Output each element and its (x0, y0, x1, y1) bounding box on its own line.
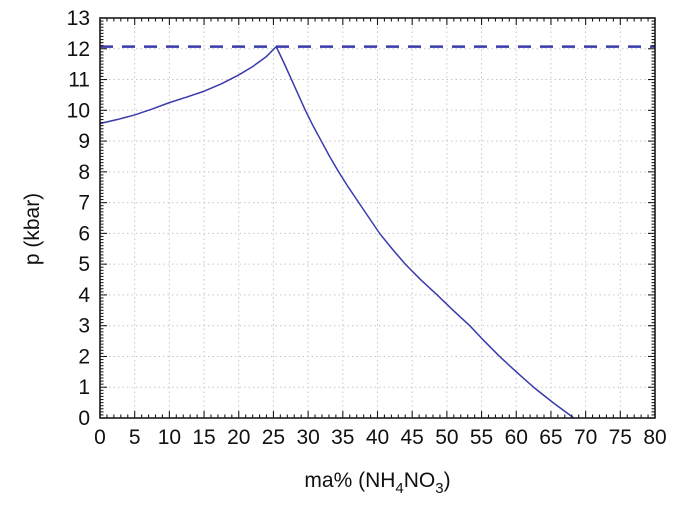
y-tick-label: 8 (78, 161, 90, 184)
x-tick-label: 60 (505, 426, 528, 449)
x-tick-label: 55 (470, 426, 493, 449)
x-tick-label: 70 (574, 426, 597, 449)
y-tick-label: 4 (78, 284, 90, 307)
y-tick-label: 10 (67, 99, 90, 122)
y-tick-label: 12 (67, 38, 90, 61)
x-axis-title: ma% (NH4NO3) (304, 469, 450, 497)
x-axis-title-subscript: 3 (435, 480, 443, 497)
y-tick-label: 13 (67, 7, 90, 30)
x-axis-title-text: ma% (NH (304, 469, 395, 492)
y-tick-label: 2 (78, 345, 90, 368)
x-tick-label: 65 (539, 426, 562, 449)
x-tick-label: 10 (158, 426, 181, 449)
x-tick-label: 50 (435, 426, 458, 449)
x-tick-label: 75 (609, 426, 632, 449)
x-tick-label: 25 (262, 426, 285, 449)
y-tick-label: 0 (78, 407, 90, 430)
x-axis-title-text: ) (444, 469, 451, 492)
x-tick-label: 35 (331, 426, 354, 449)
y-tick-label: 7 (78, 192, 90, 215)
x-tick-label: 30 (296, 426, 319, 449)
melting-pressure-curve (99, 45, 575, 419)
y-tick-label: 3 (78, 315, 90, 338)
x-axis-title-text: NO (404, 469, 436, 492)
x-tick-label: 20 (227, 426, 250, 449)
x-tick-label: 15 (192, 426, 215, 449)
y-tick-label: 5 (78, 253, 90, 276)
x-tick-label: 40 (366, 426, 389, 449)
y-axis-title: p (kbar) (21, 193, 44, 265)
x-tick-label: 80 (643, 426, 666, 449)
x-tick-label: 45 (401, 426, 424, 449)
y-tick-label: 9 (78, 130, 90, 153)
x-tick-label: 0 (94, 426, 106, 449)
y-tick-label: 6 (78, 222, 90, 245)
x-tick-label: 5 (129, 426, 141, 449)
y-tick-label: 1 (78, 376, 90, 399)
x-axis-title-subscript: 4 (395, 480, 403, 497)
y-tick-label: 11 (68, 69, 90, 92)
